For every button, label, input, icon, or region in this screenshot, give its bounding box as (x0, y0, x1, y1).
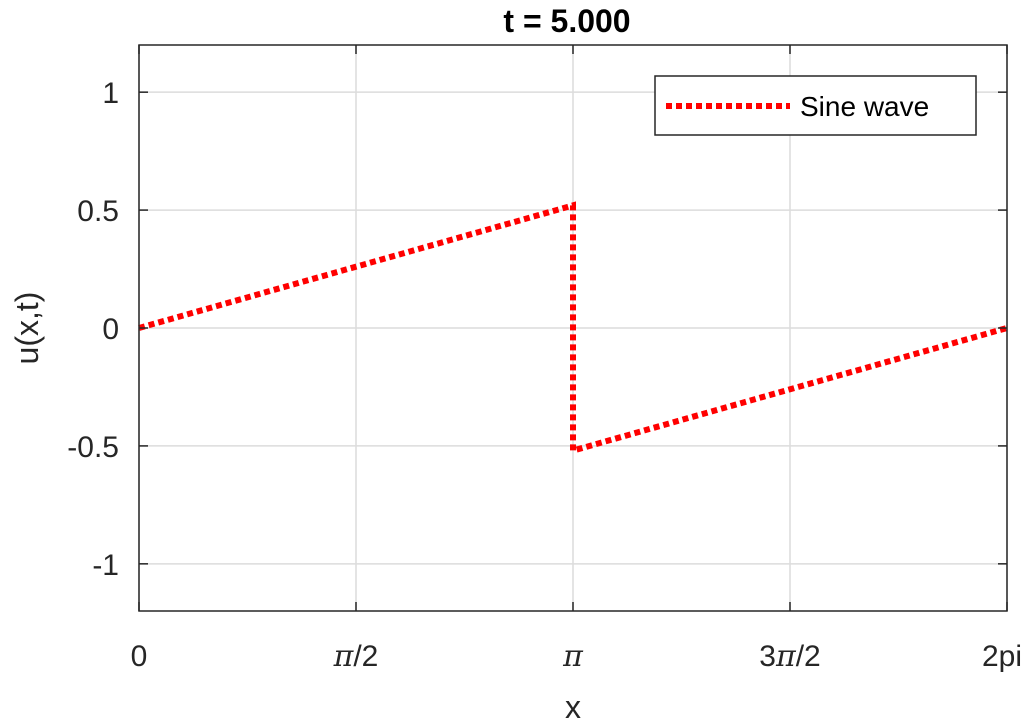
x-tick-label: π (562, 639, 584, 674)
y-tick-label: 0 (102, 313, 119, 346)
y-tick-label: 1 (102, 77, 119, 110)
x-tick-label: 3π/2 (759, 639, 820, 674)
x-tick-label: 0 (131, 640, 148, 673)
y-tick-label: -0.5 (67, 431, 119, 464)
x-tick-label: 2pi (982, 640, 1022, 673)
y-axis-label: u(x,t) (9, 292, 45, 365)
legend: Sine wave (654, 75, 977, 136)
y-tick-label: 0.5 (77, 195, 119, 228)
y-tick-label: -1 (92, 549, 119, 582)
series-line-sine-wave (138, 201, 1008, 455)
legend-label-sine-wave: Sine wave (800, 91, 929, 122)
chart-title: t = 5.000 (503, 3, 630, 39)
x-axis-label: x (565, 689, 581, 724)
x-tick-label: π/2 (333, 639, 379, 674)
plot-series (138, 201, 1008, 455)
axis-ticks: 0 π/2 π 3π/2 2pi 1 0.5 0 -0.5 -1 (67, 45, 1022, 674)
